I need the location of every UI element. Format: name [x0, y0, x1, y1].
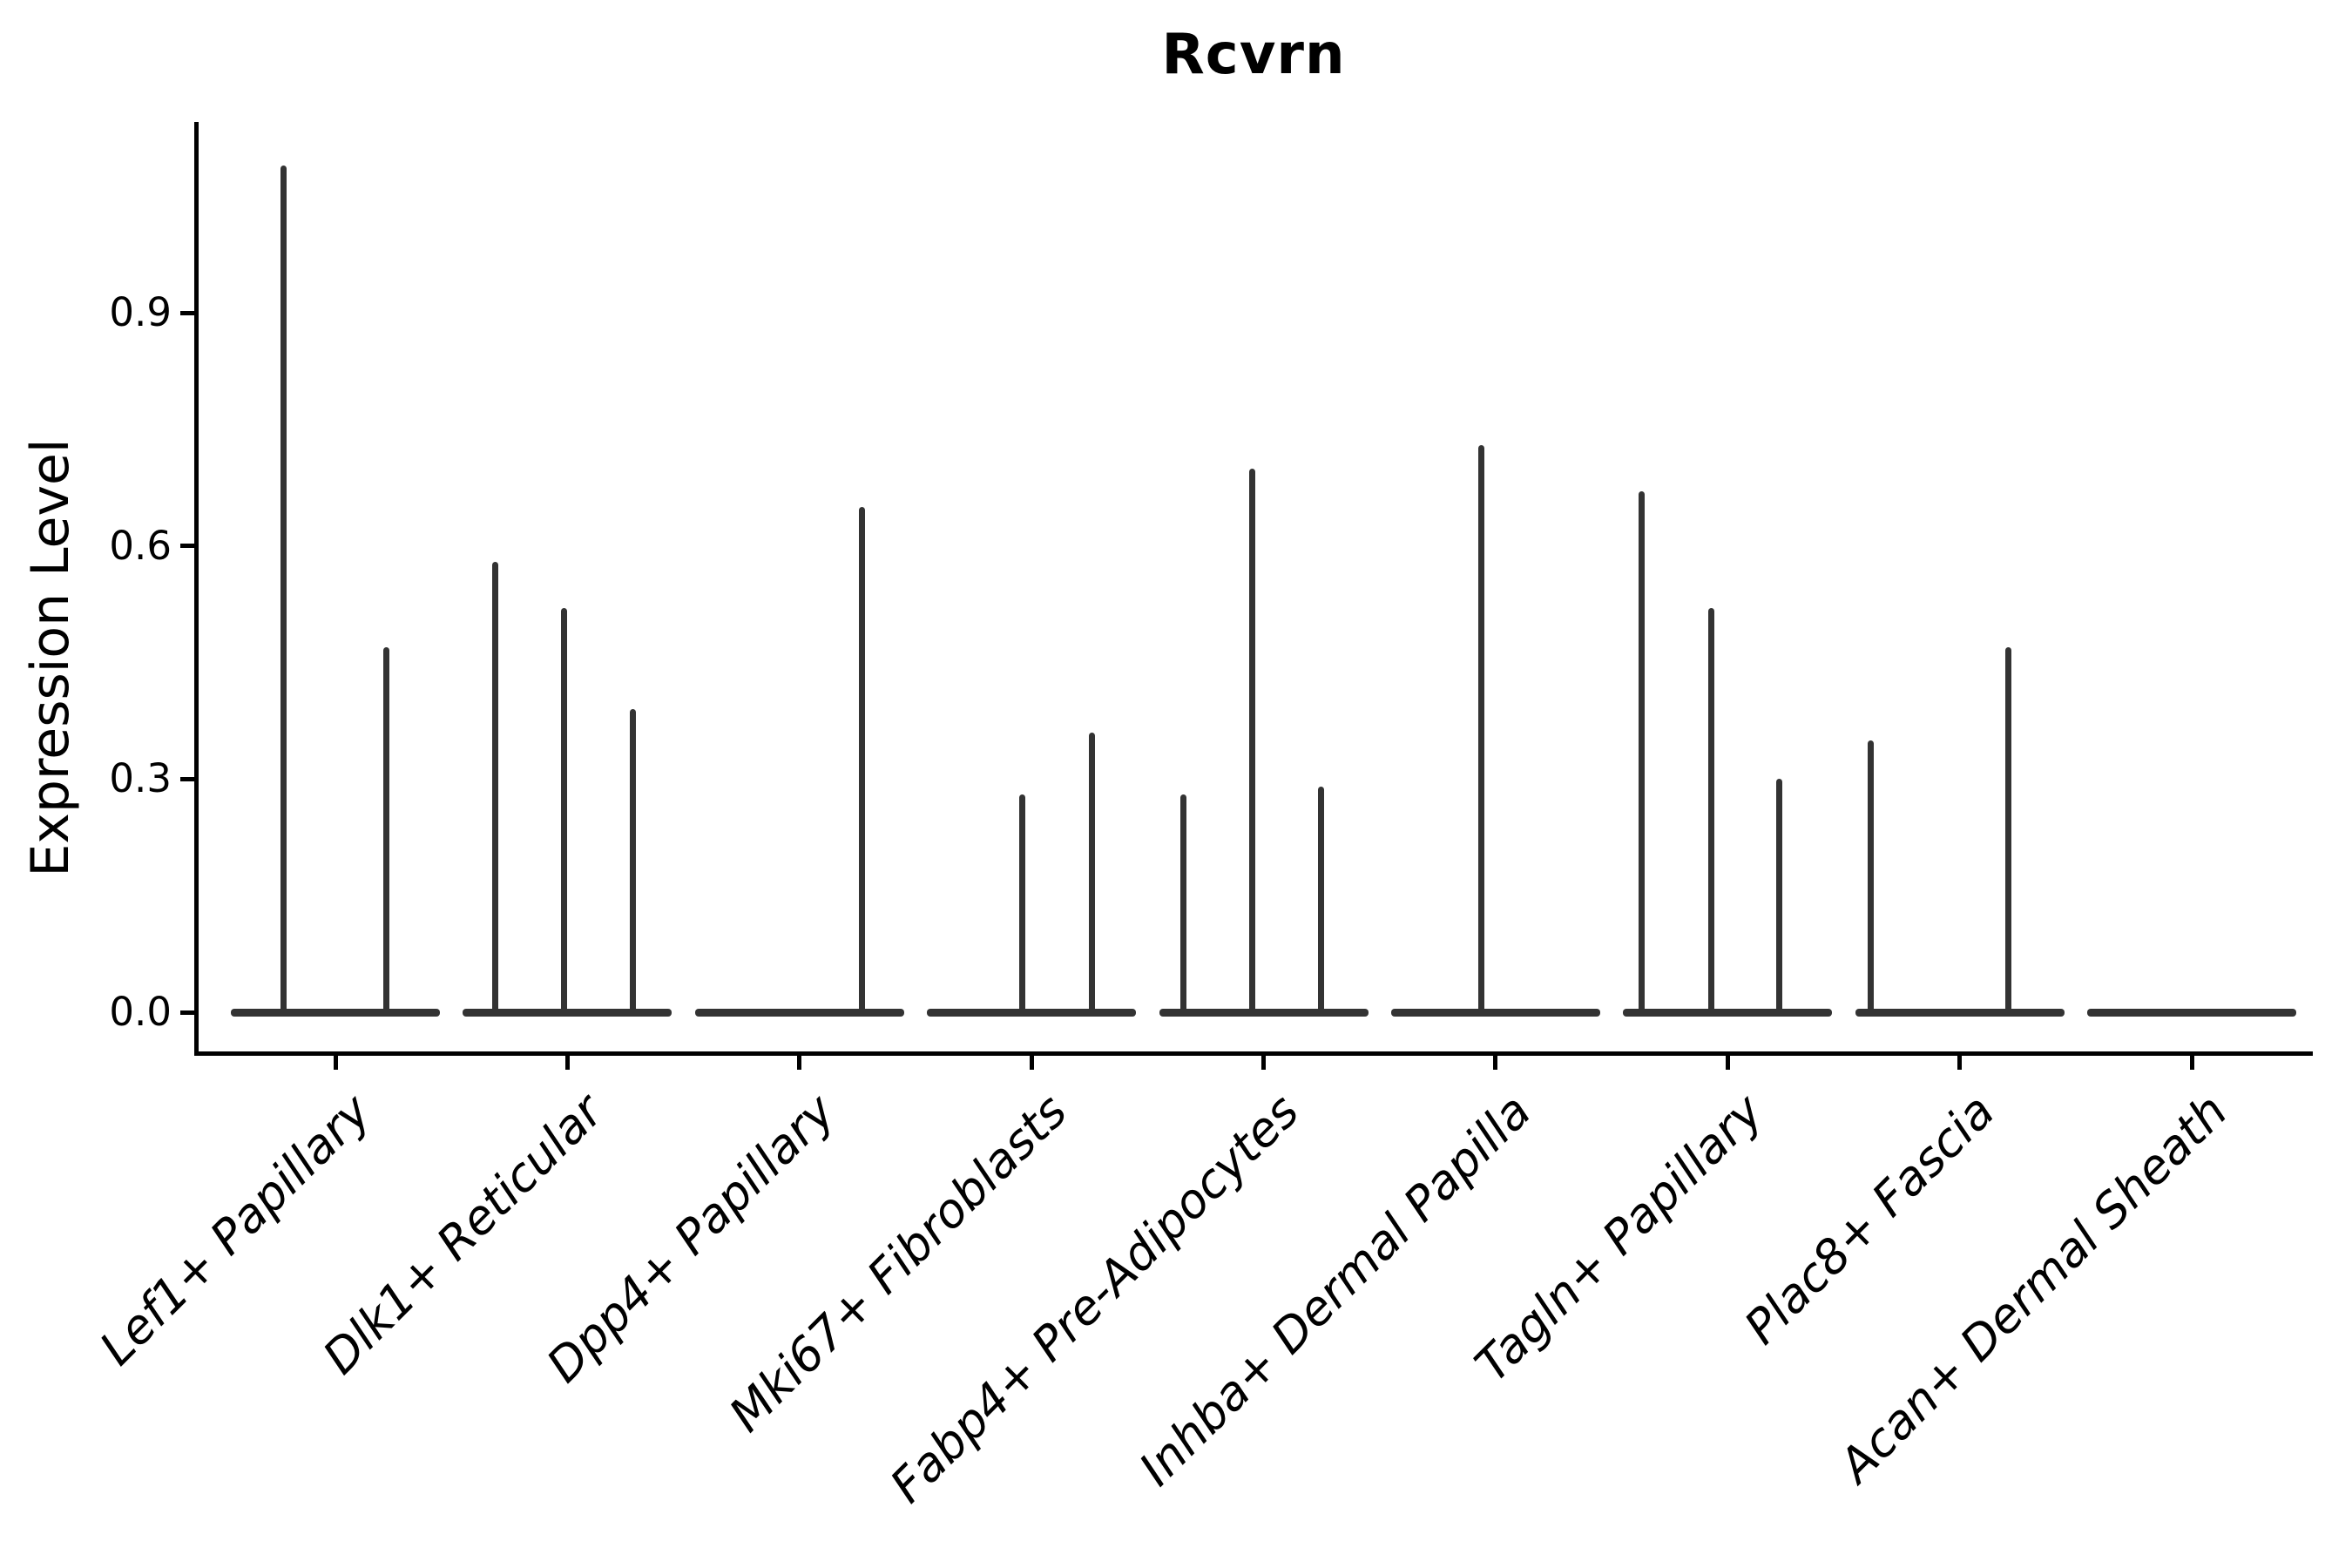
y-axis-spine: [194, 122, 199, 1056]
y-tick-label: 0.0: [109, 989, 172, 1035]
violin-spike: [1088, 732, 1095, 1016]
violin-baseline: [1390, 1009, 1600, 1017]
x-tick: [1493, 1056, 1498, 1070]
violin-spike: [859, 507, 866, 1016]
violin-spike: [1707, 608, 1714, 1016]
violin-baseline: [463, 1009, 672, 1017]
y-axis-label: Expression Level: [20, 438, 81, 877]
violin-spike: [2005, 646, 2012, 1016]
y-tick: [180, 1010, 194, 1015]
y-tick-label: 0.9: [109, 289, 172, 336]
x-tick: [1957, 1056, 1963, 1070]
x-tick: [2189, 1056, 2194, 1070]
x-tick-label: Acan+ Dermal Sheath: [1828, 1083, 2238, 1493]
violin-spike: [382, 646, 389, 1016]
x-axis-spine: [194, 1051, 2313, 1056]
violin-spike: [1775, 779, 1782, 1016]
x-tick-label: Inhba+ Dermal Papilla: [1128, 1083, 1542, 1497]
y-tick: [180, 310, 194, 315]
violin-spike: [280, 165, 287, 1016]
x-tick-label: Fabp4+ Pre-Adipocytes: [879, 1083, 1309, 1514]
violin-baseline: [927, 1009, 1137, 1017]
violin-spike: [1318, 787, 1324, 1016]
x-tick: [333, 1056, 338, 1070]
violin-spike: [1249, 468, 1255, 1016]
violin-spike: [1478, 444, 1485, 1016]
violin-spike: [1638, 491, 1645, 1016]
x-tick: [1029, 1056, 1034, 1070]
violin-baseline: [231, 1009, 440, 1017]
violin-baseline: [1855, 1009, 2065, 1017]
y-tick-label: 0.6: [109, 522, 172, 569]
violin-baseline: [1159, 1009, 1369, 1017]
y-tick-label: 0.3: [109, 755, 172, 802]
violin-spike: [629, 709, 636, 1016]
x-tick: [1725, 1056, 1730, 1070]
violin-spike: [1018, 794, 1025, 1016]
x-tick: [1261, 1056, 1266, 1070]
chart-title: Rcvrn: [1161, 23, 1346, 87]
y-tick: [180, 544, 194, 549]
x-tick: [564, 1056, 570, 1070]
violin-baseline: [1623, 1009, 1833, 1017]
violin-baseline: [2087, 1009, 2296, 1017]
violin-spike: [491, 561, 498, 1016]
y-tick: [180, 776, 194, 781]
violin-spike: [1180, 794, 1186, 1016]
violin-baseline: [694, 1009, 904, 1017]
violin-spike: [1868, 740, 1875, 1016]
x-tick-label: Plac8+ Fascia: [1734, 1083, 2006, 1355]
violin-spike: [560, 608, 567, 1016]
x-tick: [797, 1056, 802, 1070]
